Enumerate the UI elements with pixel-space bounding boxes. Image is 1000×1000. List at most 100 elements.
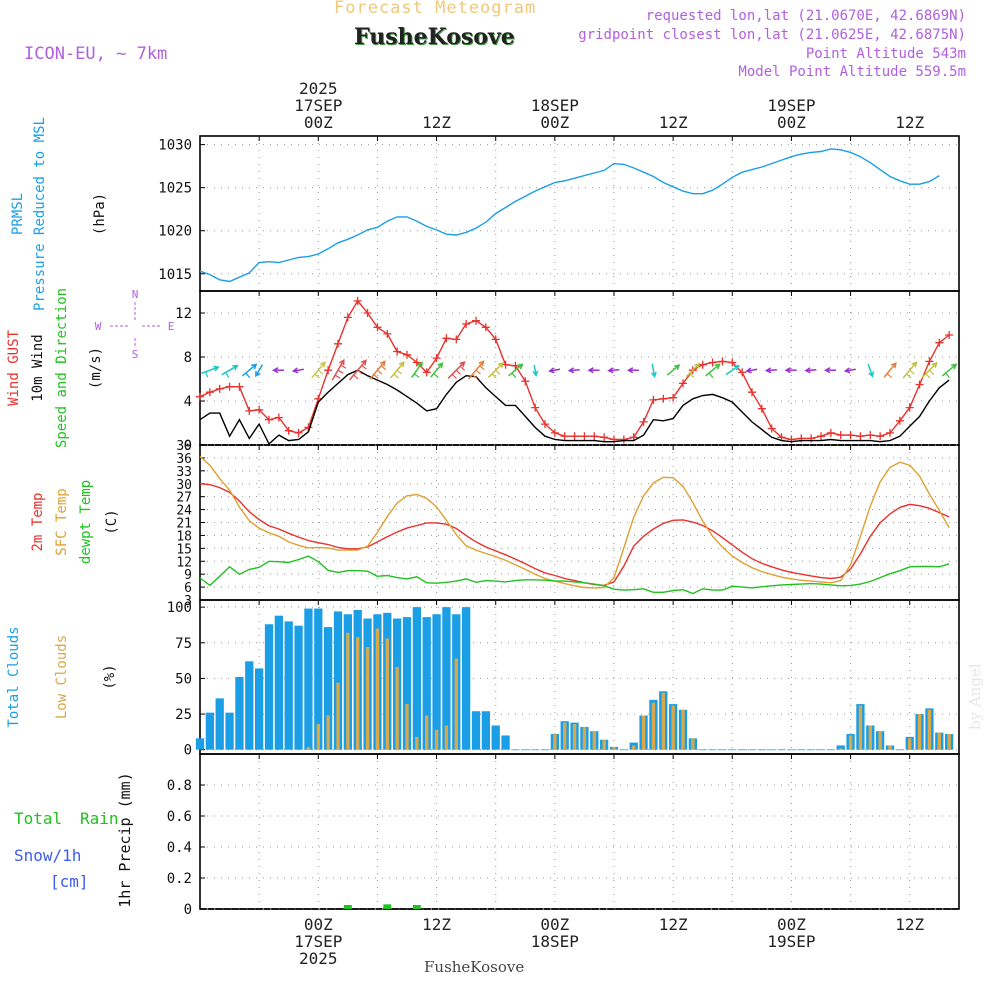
gust-marker — [935, 338, 944, 347]
wind-arrow-shaft — [941, 363, 957, 377]
low-cloud-bar — [385, 638, 389, 750]
wind-arrow-shaft — [293, 368, 304, 372]
legend-rain: Rain — [80, 809, 119, 828]
ylabel-ms: (m/s) — [88, 347, 104, 389]
gust-marker — [826, 428, 835, 437]
low-cloud-bar — [937, 732, 941, 750]
total-cloud-bar — [836, 745, 845, 750]
y-tick-label: 39 — [176, 439, 192, 454]
gust-marker — [679, 379, 687, 388]
wind-arrow-head — [232, 364, 239, 371]
model-label: ICON-EU, ~ 7km — [24, 44, 168, 64]
low-cloud-bar — [395, 667, 399, 750]
rain-bar — [383, 904, 392, 909]
wind-arrow — [241, 363, 258, 379]
y-tick-label: 0.6 — [167, 809, 192, 825]
gust-marker — [294, 428, 303, 437]
wind-arrow-head — [824, 367, 831, 374]
total-cloud-bar — [501, 735, 510, 750]
panel-frame — [199, 444, 960, 601]
y-tick-label: 18 — [176, 529, 192, 544]
time-label-top: 12Z — [422, 113, 451, 132]
wind-arrow-head — [714, 363, 721, 370]
gridpoint-coords: gridpoint closest lon,lat (21.0625E, 42.… — [578, 27, 966, 43]
ylabel-wind: 10m Wind — [30, 334, 46, 401]
wind-arrow-shaft — [508, 363, 523, 377]
low-cloud-bar — [563, 722, 567, 750]
low-cloud-bar — [582, 726, 587, 750]
gust-marker — [836, 431, 845, 440]
y-tick-label: 1015 — [158, 267, 192, 283]
wind-arrow-shaft — [685, 363, 700, 378]
total-cloud-bar — [462, 607, 471, 750]
ylabel-sfc: SFC Temp — [54, 488, 70, 555]
gust-marker — [531, 403, 540, 412]
wind-arrow-feather — [906, 373, 912, 379]
wind-arrow-feather — [475, 369, 481, 375]
low-cloud-bar — [592, 731, 596, 750]
gust-marker — [718, 357, 727, 366]
gust-marker — [619, 435, 628, 444]
wind-arrow-shaft — [705, 363, 720, 377]
total-cloud-bar — [333, 611, 343, 750]
gust-marker — [255, 405, 264, 414]
wind-arrow — [804, 367, 817, 374]
gust-marker — [925, 357, 934, 366]
wind-arrow-feather — [245, 372, 251, 379]
wind-arrow — [883, 362, 897, 378]
low-cloud-bar — [405, 704, 409, 750]
wind-arrow-feather — [396, 369, 403, 375]
rain-bar — [412, 905, 421, 909]
wind-arrow — [824, 367, 837, 374]
wind-arrow-head — [567, 367, 575, 374]
low-cloud-bar — [356, 637, 360, 750]
time-label-bottom: 12Z — [659, 915, 688, 934]
gust-marker — [738, 368, 747, 377]
wind-arrow-feather — [459, 365, 466, 371]
wind-arrow-shaft — [411, 362, 423, 379]
low-cloud-bar — [681, 709, 685, 750]
time-label-bottom: 12Z — [895, 915, 924, 934]
wind-arrow — [626, 367, 639, 374]
gust-marker — [639, 417, 648, 426]
time-label-bottom: 19SEP — [767, 932, 815, 951]
wind-arrow — [725, 364, 740, 376]
wind-arrow-head — [478, 360, 485, 367]
y-tick-label: 50 — [175, 671, 192, 687]
panel-frame — [199, 290, 960, 446]
low-cloud-bar — [326, 715, 330, 750]
low-cloud-bar — [454, 658, 458, 750]
gust-marker — [373, 323, 382, 332]
wind-arrow-head — [213, 365, 220, 372]
wind-arrow — [369, 360, 387, 380]
wind-arrow — [548, 367, 561, 374]
low-cloud-bar — [927, 709, 932, 750]
wind-arrow — [941, 363, 958, 379]
wind-arrow — [685, 362, 701, 379]
low-cloud-bar — [375, 628, 380, 750]
wind-arrow-feather — [377, 369, 383, 375]
compass-w: W — [95, 320, 102, 333]
wind-arrow-head — [255, 370, 261, 378]
wind-arrow-head — [764, 367, 772, 374]
model-altitude: Model Point Altitude 559.5m — [738, 64, 966, 80]
total-cloud-bar — [294, 625, 303, 750]
wind-arrow-head — [804, 367, 811, 374]
low-cloud-bar — [691, 738, 695, 750]
legend-cm: [cm] — [50, 872, 89, 891]
total-cloud-bar — [274, 615, 283, 750]
gust-marker — [274, 413, 283, 422]
wind-arrow-shaft — [845, 368, 856, 372]
low-cloud-bar — [671, 705, 675, 750]
y-tick-label: 27 — [176, 491, 192, 506]
wind-arrow-shaft — [221, 365, 238, 376]
gust-marker — [393, 347, 402, 356]
series-line-2m-temp — [199, 483, 950, 587]
y-tick-label: 21 — [176, 517, 192, 532]
wind-arrow — [867, 363, 875, 378]
y-tick-label: 4 — [184, 394, 192, 410]
gust-marker — [728, 358, 737, 367]
compass-s: S — [132, 348, 139, 361]
